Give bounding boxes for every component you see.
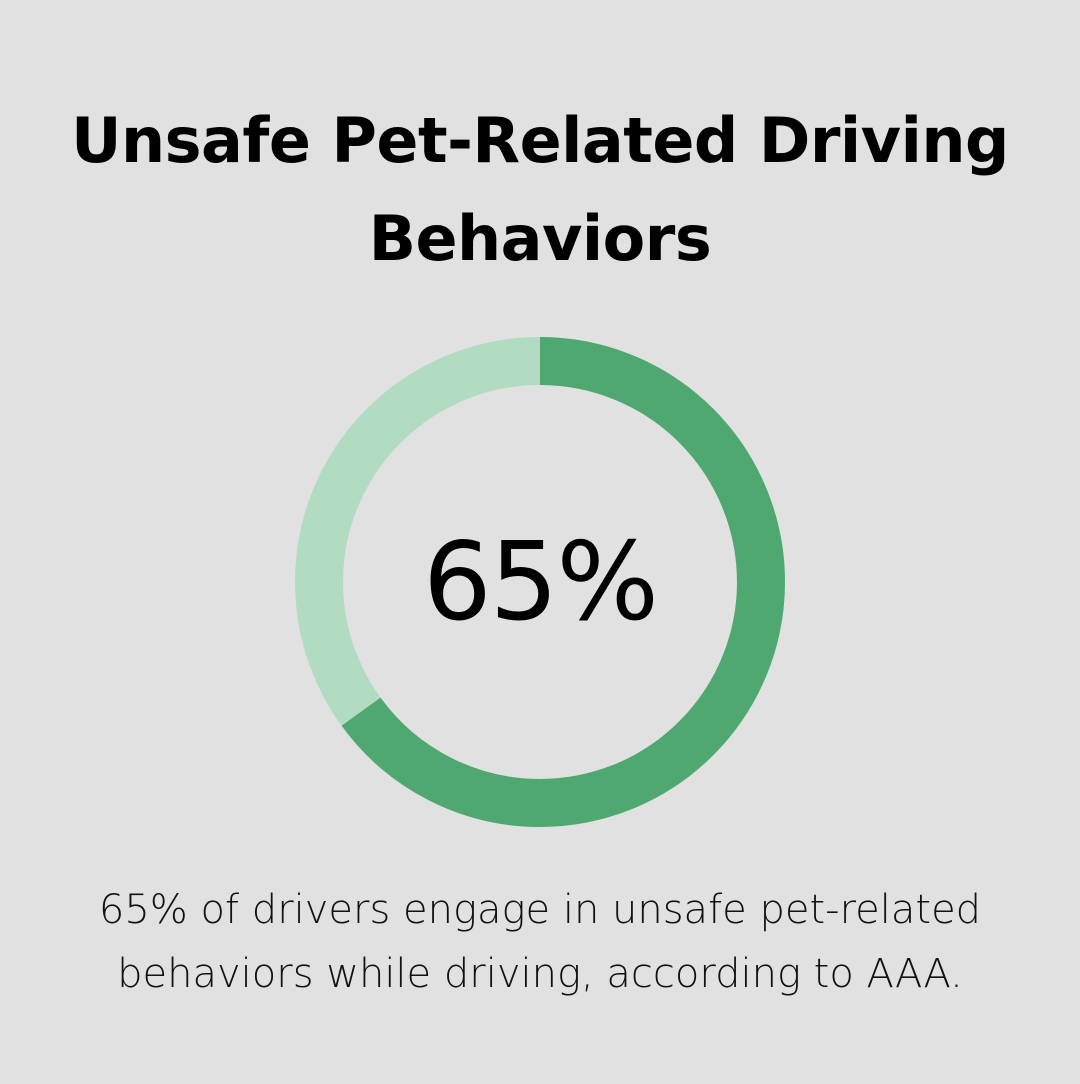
chart-title: Unsafe Pet-Related Driving Behaviors (0, 92, 1080, 288)
donut-center-value: 65% (422, 519, 659, 645)
chart-caption: 65% of drivers engage in unsafe pet-rela… (40, 878, 1040, 1006)
donut-value-segment (295, 337, 785, 827)
donut-chart: 65% (290, 332, 790, 832)
chart-caption-line-1: 65% of drivers engage in unsafe pet-rela… (98, 887, 982, 933)
donut-svg (295, 337, 785, 827)
chart-caption-line-2: behaviors while driving, according to AA… (117, 951, 963, 997)
chart-title-line-1: Unsafe Pet-Related Driving (71, 104, 1009, 177)
chart-title-line-2: Behaviors (368, 202, 712, 275)
